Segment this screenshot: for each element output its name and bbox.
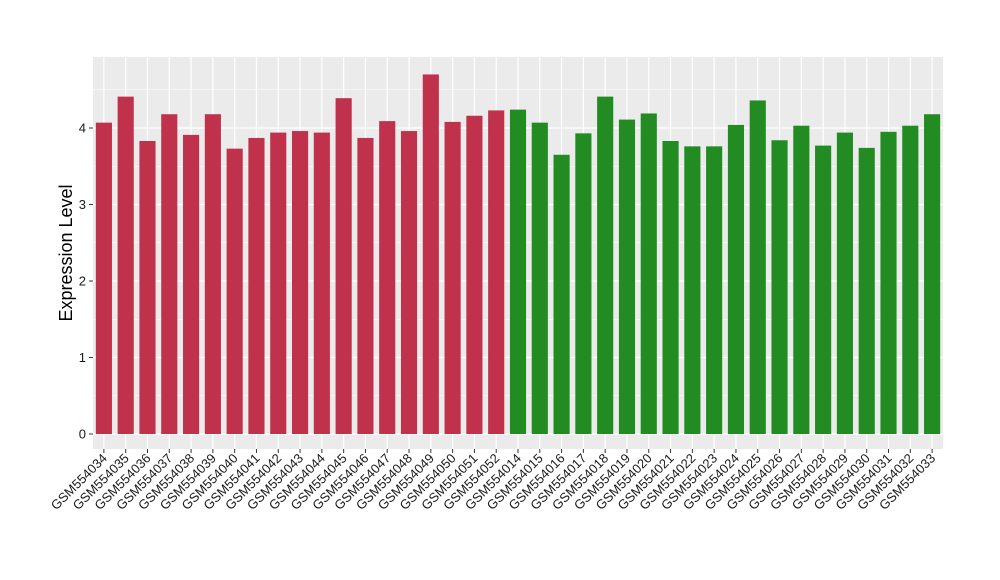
bar-GSM554040: [226, 148, 243, 434]
y-tick-label: 3: [79, 197, 86, 212]
bar-GSM554022: [684, 146, 701, 435]
bar-GSM554037: [161, 114, 178, 434]
bar-GSM554047: [379, 121, 396, 435]
bar-GSM554041: [248, 137, 265, 434]
bar-GSM554023: [706, 146, 723, 435]
bar-GSM554032: [902, 125, 919, 434]
bar-GSM554031: [880, 131, 897, 434]
bar-GSM554027: [793, 125, 810, 434]
bar-GSM554050: [444, 121, 461, 434]
y-axis-title: Expression Level: [56, 184, 76, 321]
bar-GSM554044: [313, 132, 330, 434]
y-tick-label: 2: [79, 274, 86, 289]
bar-GSM554030: [858, 147, 875, 434]
bar-GSM554020: [640, 113, 657, 434]
bar-GSM554021: [662, 141, 679, 434]
bar-GSM554018: [597, 96, 614, 434]
bar-GSM554035: [117, 96, 134, 434]
bar-GSM554033: [924, 114, 941, 434]
bar-GSM554026: [771, 140, 788, 435]
bar-GSM554016: [553, 154, 570, 434]
y-tick-label: 1: [79, 350, 86, 365]
bar-GSM554028: [815, 145, 832, 434]
y-tick-label: 0: [79, 427, 86, 442]
bar-GSM554019: [618, 119, 636, 435]
bar-GSM554038: [183, 134, 200, 434]
bar-GSM554036: [139, 141, 156, 434]
bar-GSM554048: [400, 131, 418, 434]
y-axis: 0 1 2 3 4: [79, 121, 93, 442]
bar-GSM554017: [575, 133, 592, 435]
x-axis: GSM554034GSM554035GSM554036GSM554037GSM5…: [48, 449, 938, 513]
bar-GSM554014: [509, 109, 527, 434]
bar-GSM554034: [95, 122, 112, 435]
bar-GSM554052: [488, 110, 505, 434]
bar-GSM554015: [531, 122, 548, 435]
y-tick-label: 4: [79, 121, 86, 136]
bar-GSM554051: [466, 115, 483, 434]
bar-GSM554024: [727, 124, 745, 434]
bar-GSM554049: [422, 74, 439, 434]
bars: [95, 74, 941, 435]
bar-GSM554029: [836, 132, 853, 434]
bar-GSM554046: [357, 137, 374, 434]
bar-GSM554025: [749, 100, 766, 435]
bar-GSM554042: [270, 132, 287, 434]
bar-GSM554039: [204, 114, 221, 434]
bar-GSM554043: [291, 131, 309, 434]
bar-GSM554045: [335, 98, 352, 434]
